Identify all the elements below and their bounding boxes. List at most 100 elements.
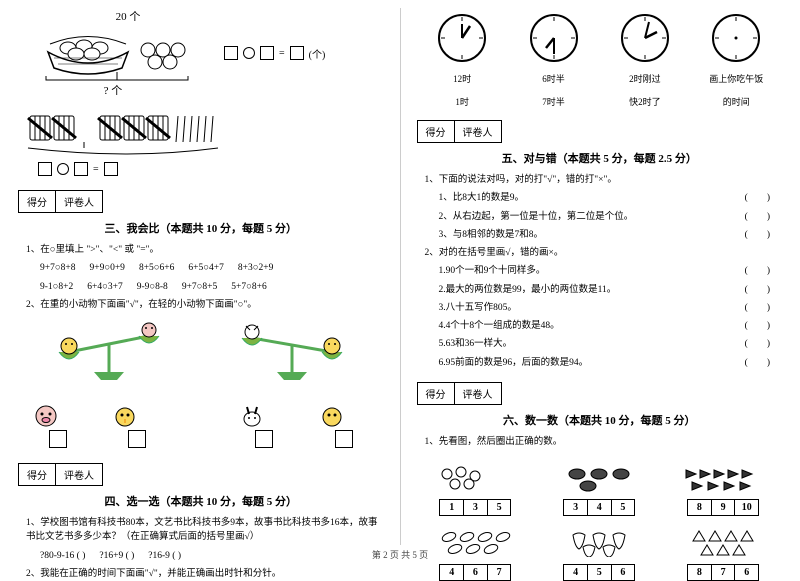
basket-caption-bottom: ? 个 [18,82,208,98]
clock-icon [619,12,671,64]
clock-label[interactable]: 2时刚过 [615,72,675,85]
clock-labels-a: 12时 6时半 2时刚过 画上你吃午饭 [417,72,783,85]
tf-item[interactable]: 5.63和36一样大。( ) [417,337,783,351]
cmp-item[interactable]: 8+5○6+6 [139,261,174,275]
grader-label: 评卷人 [56,191,102,212]
count-grid: 135 345 8910 467 456 876 [417,459,783,581]
score-label: 得分 [418,121,455,142]
count-cell: 8910 [673,459,773,516]
blank-box[interactable] [290,46,304,60]
blank-circle[interactable] [57,163,69,175]
clock-icon[interactable] [710,12,762,64]
cmp-item[interactable]: 9+7○8+8 [40,261,75,275]
clock-label[interactable]: 1时 [432,95,492,108]
sec3-row1: 9+7○8+8 9+9○0+9 8+5○6+6 6+5○4+7 8+3○2+9 [18,261,384,275]
tf-item[interactable]: 6.95前面的数是96，后面的数是94。( ) [417,356,783,370]
sec3-q2: 2、在重的小动物下面画"√"，在轻的小动物下面画"○"。 [18,298,384,312]
figure-basket: 20 个 [18,8,384,98]
page: 20 个 [0,0,800,545]
clock-label[interactable]: 快2时了 [615,95,675,108]
cmp-item[interactable]: 9+7○8+5 [182,280,217,294]
score-label: 得分 [418,383,455,404]
section-6-header: 得分 评卷人 [417,382,783,405]
left-column: 20 个 [18,8,398,545]
answer-box[interactable] [128,430,146,448]
clock-label[interactable]: 12时 [432,72,492,85]
tf-item[interactable]: 2.最大的两位数是99，最小的两位数是11。( ) [417,283,783,297]
score-box: 得分 评卷人 [18,190,103,213]
cmp-item[interactable]: 8+3○2+9 [238,261,273,275]
balance-scales [18,322,384,386]
clock-label: 画上你吃午饭 [706,72,766,85]
chick-icon [318,404,346,428]
sec6-q1: 1、先看图，然后圈出正确的数。 [417,435,783,449]
number-choice[interactable]: 135 [439,499,511,516]
blank-box[interactable] [74,162,88,176]
answer-box[interactable] [255,430,273,448]
cmp-item[interactable]: 6+5○4+7 [188,261,223,275]
blank-box[interactable] [104,162,118,176]
cmp-item[interactable]: 6+4○3+7 [87,280,122,294]
section-4-header: 得分 评卷人 [18,463,384,486]
section-3-header: 得分 评卷人 [18,190,384,213]
score-label: 得分 [19,191,56,212]
clock-icon [528,12,580,64]
balance-left [39,322,179,386]
clock-icon [436,12,488,64]
sec4-q2: 2、我能在正确的时间下面画"√"，并能正确画出时针和分针。 [18,567,384,581]
number-choice[interactable]: 456 [563,564,635,581]
tf-item[interactable]: 1、比8大1的数是9。( ) [417,191,783,205]
count-cell: 345 [549,459,649,516]
clock-row [417,12,783,64]
sec3-q1: 1、在○里填上 ">"、"<" 或 "="。 [18,243,384,257]
unit-label: (个) [309,46,326,61]
chick-icon [111,404,139,428]
cmp-item[interactable]: 9-9○8-8 [137,280,168,294]
tf-item[interactable]: 4.4个十8个一组成的数是48。( ) [417,319,783,333]
equals-sign: = [279,48,285,59]
clock-label[interactable]: 7时半 [524,95,584,108]
answer-box[interactable] [335,430,353,448]
blank-circle[interactable] [243,47,255,59]
column-divider [400,8,401,545]
blank-box[interactable] [38,162,52,176]
cmp-item[interactable]: 9-1○8+2 [40,280,73,294]
sticks-illustration [18,108,238,158]
balance-right [222,322,362,386]
score-box: 得分 评卷人 [417,120,502,143]
rabbit-icon [238,404,266,428]
clock-labels-b: 1时 7时半 快2时了 的时间 [417,95,783,108]
answer-box[interactable] [49,430,67,448]
number-choice[interactable]: 345 [563,499,635,516]
section-3-title: 三、我会比（本题共 10 分，每题 5 分） [18,220,384,236]
tf-item[interactable]: 2、从右边起，第一位是十位，第二位是个位。( ) [417,210,783,224]
cmp-item[interactable]: 5+7○8+6 [231,280,266,294]
cmp-item[interactable]: 9+9○0+9 [89,261,124,275]
section-5-header: 得分 评卷人 [417,120,783,143]
tf-item[interactable]: 3、与8相邻的数是7和8。( ) [417,228,783,242]
number-choice[interactable]: 467 [439,564,511,581]
basket-caption-top: 20 个 [48,8,208,24]
sec5-q2: 2、对的在括号里画√，错的画×。 [417,246,783,260]
grader-label: 评卷人 [455,121,501,142]
animal-choices [18,404,384,451]
section-4-title: 四、选一选（本题共 10 分，每题 5 分） [18,493,384,509]
right-column: 12时 6时半 2时刚过 画上你吃午饭 1时 7时半 快2时了 的时间 得分 评… [403,8,783,545]
page-footer: 第 2 页 共 5 页 [0,548,800,561]
section-5-title: 五、对与错（本题共 5 分，每题 2.5 分） [417,150,783,166]
score-box: 得分 评卷人 [18,463,103,486]
number-choice[interactable]: 8910 [687,499,759,516]
number-choice[interactable]: 876 [687,564,759,581]
grader-label: 评卷人 [455,383,501,404]
blank-box[interactable] [260,46,274,60]
tf-item[interactable]: 3.八十五写作805。( ) [417,301,783,315]
score-label: 得分 [19,464,56,485]
tf-item[interactable]: 1.90个一和9个十同样多。( ) [417,264,783,278]
fish-icon [673,459,773,495]
basket-illustration [18,24,208,82]
figure-sticks: = [18,108,384,180]
clock-label: 的时间 [706,95,766,108]
sec4-q1: 1、学校图书馆有科技书80本，文艺书比科技书多9本，故事书比科技书多16本，故事… [18,516,384,545]
clock-label[interactable]: 6时半 [524,72,584,85]
blank-box[interactable] [224,46,238,60]
